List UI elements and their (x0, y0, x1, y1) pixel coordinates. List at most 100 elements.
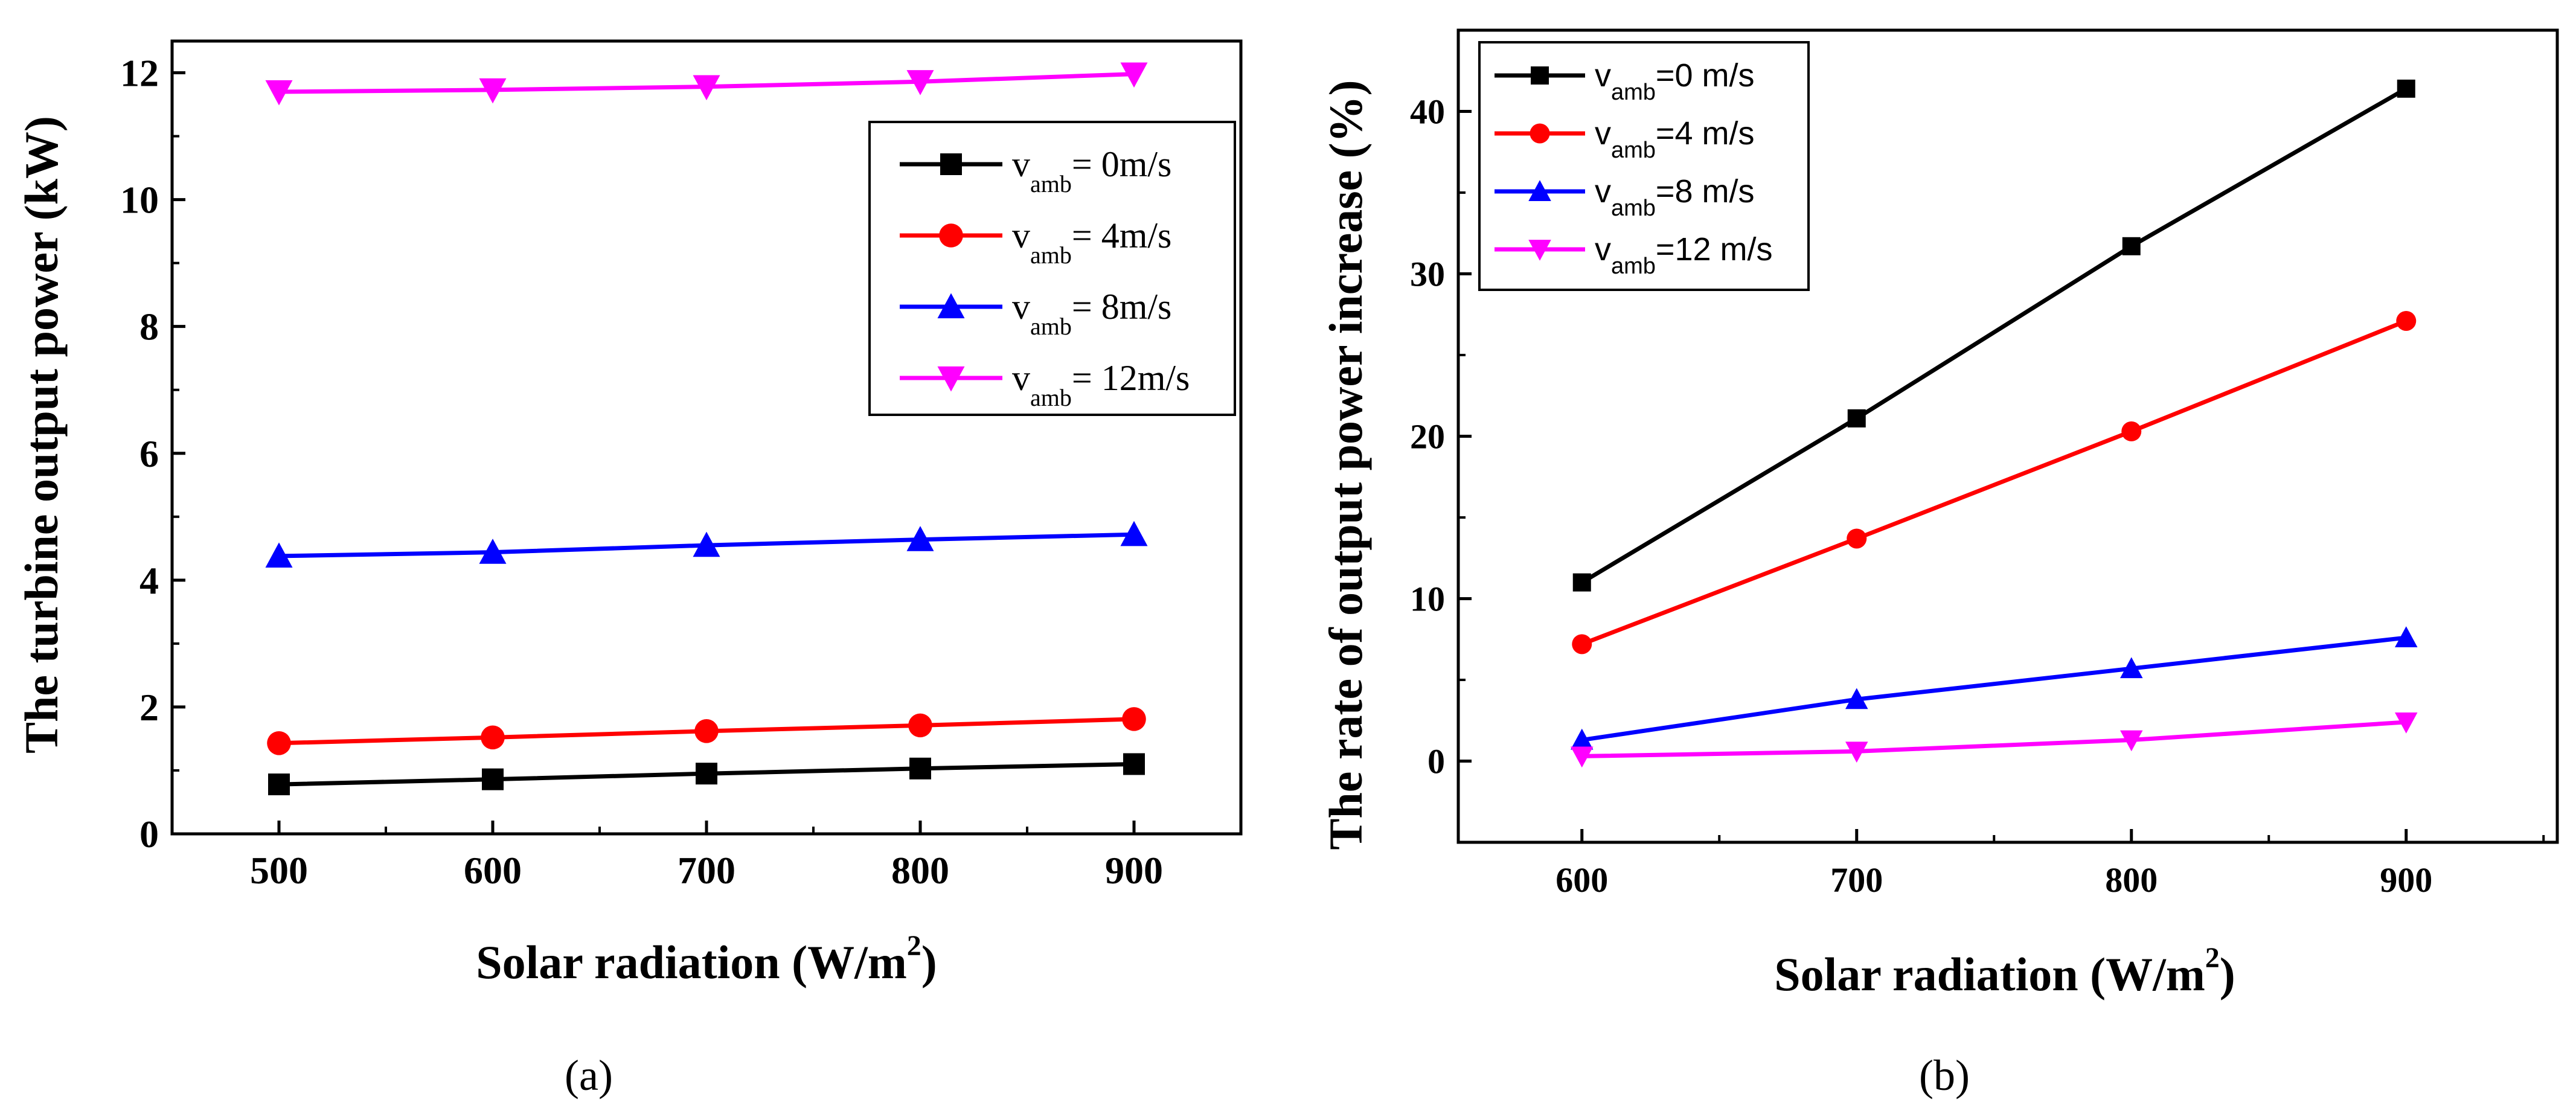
data-point-b-0-1 (1847, 409, 1866, 427)
data-point-a-1-3 (908, 713, 932, 738)
legend-var-a-1: v (1012, 216, 1030, 255)
legend-sub-b-2: amb (1611, 196, 1656, 221)
legend-sub-b-1: amb (1611, 138, 1656, 163)
x-axis-title-a-end: ) (921, 936, 937, 988)
data-point-b-3-0 (1571, 746, 1594, 768)
y-tick-label-b-2: 20 (1410, 417, 1445, 456)
y-tick-label-b-4: 40 (1410, 92, 1445, 132)
data-point-a-1-1 (481, 725, 505, 750)
x-tick-label-a-2: 700 (678, 849, 735, 892)
legend-marker-a-2 (937, 293, 965, 319)
legend-var-a-3: v (1012, 358, 1030, 398)
legend-marker-a-0 (940, 153, 962, 175)
x-tick-label-b-2: 800 (2105, 860, 2158, 900)
data-point-b-3-3 (2395, 712, 2418, 734)
data-point-b-0-2 (2122, 237, 2141, 255)
data-point-a-1-4 (1122, 707, 1146, 731)
x-tick-label-b-0: 600 (1556, 860, 1608, 900)
data-point-a-3-2 (693, 75, 720, 101)
legend-var-b-0: v (1595, 57, 1611, 94)
y-tick-label-a-3: 6 (139, 432, 159, 475)
data-point-b-0-0 (1572, 573, 1591, 592)
legend-sub-a-1: amb (1030, 242, 1072, 269)
x-axis-title-a-main: Solar radiation (W/m (476, 936, 907, 988)
data-point-a-0-3 (909, 757, 931, 780)
caption-a: (a) (565, 1051, 613, 1100)
legend-marker-b-2 (1528, 180, 1551, 201)
data-point-a-2-1 (479, 539, 507, 564)
data-point-a-1-0 (267, 731, 291, 755)
data-point-a-2-2 (693, 531, 720, 557)
x-tick-label-b-1: 700 (1830, 860, 1883, 900)
data-point-b-3-1 (1845, 741, 1868, 763)
y-tick-label-b-3: 30 (1410, 255, 1445, 294)
data-point-a-2-0 (265, 542, 293, 568)
y-axis-title-a: The turbine output power (kW) (15, 116, 68, 754)
data-point-b-2-2 (2120, 657, 2143, 679)
data-point-b-1-3 (2396, 311, 2417, 331)
data-point-a-3-1 (479, 78, 507, 104)
data-point-b-2-0 (1571, 728, 1594, 750)
legend-marker-a-3 (937, 366, 965, 392)
legend-label-a-2: vamb= 8m/s (1012, 287, 1171, 340)
x-axis-title-b: Solar radiation (W/m2) (1774, 942, 2235, 1001)
x-axis-title-b-sup: 2 (2205, 942, 2220, 974)
x-tick-label-a-3: 800 (891, 849, 949, 892)
x-axis-title-a-sup: 2 (907, 930, 921, 962)
legend-label-a-0: vamb= 0m/s (1012, 144, 1171, 197)
series-group-b (1571, 79, 2418, 768)
data-point-a-2-4 (1120, 520, 1148, 546)
legend-suffix-a-1: = 4m/s (1072, 216, 1172, 255)
legend-suffix-b-2: =8 m/s (1656, 173, 1755, 210)
y-tick-label-a-2: 4 (139, 559, 159, 602)
legend-suffix-b-1: =4 m/s (1656, 115, 1755, 152)
legend-sub-b-0: amb (1611, 80, 1656, 105)
legend-label-b-3: vamb=12 m/s (1595, 231, 1773, 279)
y-tick-label-b-0: 0 (1427, 742, 1445, 781)
legend-var-b-1: v (1595, 115, 1611, 152)
legend-var-a-2: v (1012, 287, 1030, 327)
series-line-b-1 (1581, 319, 2408, 647)
legend-var-b-3: v (1595, 231, 1611, 267)
axis-ticks-b: 600 700 800 900 0 10 20 30 40 (1410, 92, 2545, 900)
data-point-b-1-2 (2121, 421, 2142, 441)
legend-label-a-1: vamb= 4m/s (1012, 216, 1171, 269)
legend-suffix-a-2: = 8m/s (1072, 287, 1172, 327)
y-tick-label-a-5: 10 (120, 179, 159, 222)
legend-marker-b-3 (1528, 240, 1551, 261)
legend-sub-a-0: amb (1030, 170, 1072, 197)
legend-suffix-b-0: =0 m/s (1656, 57, 1755, 94)
x-axis-title-b-main: Solar radiation (W/m (1774, 948, 2205, 1001)
data-point-a-0-2 (696, 763, 717, 785)
data-point-a-0-1 (482, 768, 504, 790)
x-axis-title-a: Solar radiation (W/m2) (476, 930, 937, 988)
legend-marker-a-1 (939, 223, 963, 248)
data-point-a-2-3 (906, 526, 934, 551)
y-tick-label-a-1: 2 (139, 686, 159, 729)
data-point-b-1-1 (1847, 528, 1867, 549)
series-group-a (265, 62, 1148, 796)
data-point-a-1-2 (694, 719, 719, 743)
data-point-a-0-0 (268, 773, 290, 796)
x-tick-label-a-1: 600 (464, 849, 522, 892)
legend-suffix-a-3: = 12m/s (1072, 358, 1190, 398)
y-tick-label-a-0: 0 (139, 813, 159, 856)
x-tick-label-a-0: 500 (250, 849, 308, 892)
series-line-b-0 (1580, 86, 2408, 584)
x-tick-label-a-4: 900 (1105, 849, 1163, 892)
x-axis-title-b-end: ) (2220, 948, 2235, 1001)
data-point-b-2-1 (1845, 688, 1868, 709)
data-point-a-3-3 (906, 70, 934, 95)
legend-marker-b-0 (1531, 66, 1549, 85)
y-tick-label-a-4: 8 (139, 306, 159, 348)
data-point-b-0-3 (2397, 79, 2415, 98)
legend-sub-b-3: amb (1611, 254, 1656, 279)
legend-label-b-2: vamb=8 m/s (1595, 173, 1754, 221)
data-point-b-1-0 (1572, 634, 1592, 655)
legend-var-a-0: v (1012, 144, 1030, 184)
data-point-b-3-2 (2120, 730, 2143, 752)
